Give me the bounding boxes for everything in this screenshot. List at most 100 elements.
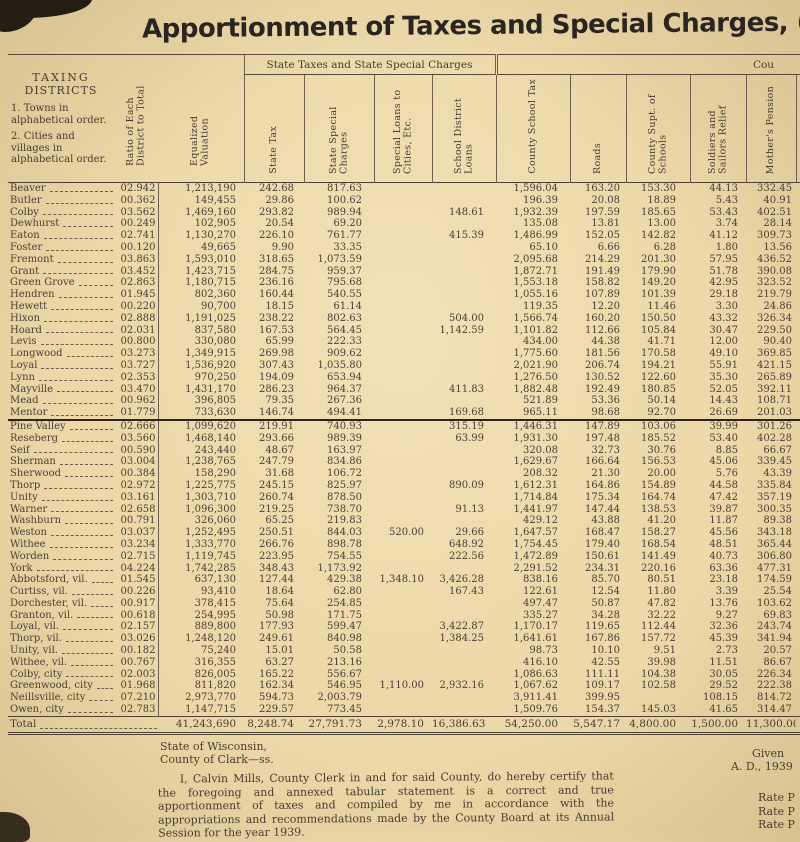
state-tax-cell: 293.66 [259, 432, 294, 444]
school-district-loans-cell [432, 195, 496, 207]
state-special-charges-cell: 254.85 [327, 597, 362, 609]
column-header-school-district-loans: School District Loans [431, 74, 497, 183]
table-row: Fremont 03.863 1,593,010 318.65 1,073.59 2,09… [8, 253, 800, 266]
soldiers-and-sailors-relief-cell: 42.95 [709, 277, 739, 289]
county-supt-of-schools-cell: 141.49 [641, 550, 677, 562]
mothers-pension-cell: 201.03 [746, 407, 797, 421]
district-name-cell: Warner [8, 504, 114, 516]
school-district-loans-cell: 29.66 [455, 527, 485, 539]
district-name-cell: Grant [8, 266, 114, 278]
page-title: Apportionment of Taxes and Special Charg… [141, 7, 800, 45]
special-loans-to-cities-cell [374, 704, 432, 716]
table-row: Abbotsford, vil. 01.545 637,130 127.44 429.3… [8, 574, 800, 587]
district-name: Colby [10, 206, 39, 218]
district-name-cell: Mentor [8, 407, 114, 421]
clipped-cell [796, 218, 800, 230]
county-supt-of-schools-cell: 92.70 [626, 407, 691, 421]
state-special-charges-cell: 222.33 [327, 336, 362, 348]
ratio-cell: 02.972 [114, 479, 159, 492]
dash-leader [33, 452, 113, 454]
dash-leader [66, 355, 113, 357]
mothers-pension-cell: 265.89 [757, 371, 793, 383]
district-name-cell: Beaver [8, 183, 114, 195]
soldiers-and-sailors-relief-cell: 9.27 [715, 609, 739, 621]
table-row: York 04.224 1,742,285 348.43 1,173.92 2,291.5… [8, 562, 800, 575]
clipped-cell [796, 598, 800, 610]
district-name-cell: Greenwood, city [8, 680, 114, 692]
clipped-cell [796, 515, 800, 527]
ratio-cell: 00.618 [114, 609, 159, 622]
county-school-tax-cell: 1,086.63 [513, 668, 559, 680]
county-school-tax-cell: 1,446.31 [513, 420, 559, 432]
special-loans-to-cities-cell [374, 372, 432, 384]
clipped-cell [796, 348, 800, 360]
roads-cell: 53.36 [591, 395, 621, 407]
state-special-charges-cell: 564.45 [327, 324, 362, 336]
equalized-valuation-cell: 75,240 [201, 645, 236, 657]
table-row: Sherman 03.004 1,238,765 247.79 834.86 1,629.… [8, 456, 800, 469]
county-school-tax-cell: 320.08 [523, 444, 559, 456]
state-special-charges-cell: 163.97 [327, 444, 362, 456]
column-header-special-loans-to-cities: Special Loans to Cities, Etc. [373, 74, 432, 183]
mothers-pension-cell: 103.62 [757, 597, 793, 609]
mothers-pension-cell: 357.19 [757, 491, 793, 503]
table-row: Warner 02.658 1,096,300 219.25 738.70 91.13 1,… [8, 503, 800, 516]
roads-cell: 107.89 [585, 289, 621, 301]
county-school-tax-cell: 2,291.52 [513, 562, 559, 574]
roads-cell: 197.59 [585, 206, 621, 218]
mothers-pension-cell: 332.45 [757, 183, 793, 194]
dash-leader [65, 475, 113, 477]
equalized-valuation-cell: 1,303,710 [185, 491, 236, 503]
mothers-pension-cell: 89.38 [763, 515, 793, 527]
dash-leader [51, 511, 113, 513]
county-school-tax-cell: 119.35 [523, 300, 559, 312]
taxing-header-note2: 2. Cities and villages in alphabetical o… [11, 131, 107, 166]
district-name: Neillsville, city [10, 692, 86, 704]
state-tax-cell: 65.25 [265, 515, 294, 527]
column-header-roads: Roads [569, 74, 627, 183]
ratio-cell: 03.273 [114, 348, 159, 360]
ratio-cell: 02.003 [114, 668, 159, 681]
state-tax-cell: 219.91 [259, 420, 294, 432]
equalized-valuation-cell: 1,333,770 [185, 538, 236, 550]
table-row: Loyal 03.727 1,536,920 307.43 1,035.80 2,021.… [8, 359, 800, 372]
district-name: Dorchester, vil. [10, 597, 88, 609]
dash-leader [42, 403, 113, 405]
soldiers-and-sailors-relief-cell: 30.05 [709, 668, 739, 680]
equalized-valuation-cell: 1,119,745 [185, 550, 236, 562]
table-row: Curtiss, vil. 00.226 93,410 18.64 62.80 167.4… [8, 586, 800, 598]
clipped-cell [796, 539, 800, 551]
ratio-cell: 00.362 [114, 194, 159, 207]
clipped-cell [796, 301, 800, 313]
special-loans-to-cities-cell [374, 551, 432, 563]
roads-cell: 6.66 [597, 241, 621, 253]
soldiers-and-sailors-relief-cell: 39.99 [709, 420, 739, 432]
clipped-cell [796, 407, 800, 421]
dash-leader [44, 320, 113, 322]
state-special-charges-cell: 909.62 [327, 348, 362, 360]
ratio-cell: 03.161 [114, 491, 159, 504]
equalized-valuation-cell: 826,005 [194, 668, 236, 680]
soldiers-and-sailors-relief-cell: 5.43 [715, 194, 739, 206]
state-special-charges-cell: 1,173.92 [317, 562, 362, 574]
county-supt-of-schools-cell: 201.30 [641, 253, 677, 265]
mothers-pension-cell: 477.31 [757, 562, 793, 574]
footer-date-line: A. D., 1939 [731, 760, 793, 773]
apportionment-table: TAXING DISTRICTS 1. Towns in alphabetica… [8, 54, 800, 735]
state-special-charges-cell: 754.55 [327, 550, 362, 562]
ratio-cell: 03.452 [114, 265, 159, 278]
group-header-state-taxes: State Taxes and State Special Charges [243, 54, 497, 75]
county-school-tax-cell: 1,441.97 [513, 503, 559, 515]
clipped-cell [796, 254, 800, 266]
soldiers-and-sailors-relief-cell: 29.18 [709, 289, 739, 301]
mothers-pension-cell: 343.18 [757, 527, 793, 539]
school-district-loans-cell [432, 336, 496, 348]
school-district-loans-cell: 504.00 [449, 312, 485, 324]
county-school-tax-cell: 54,250.00 [496, 715, 571, 735]
table-row: Colby, city 02.003 826,005 165.22 556.67 1,08… [8, 668, 800, 681]
ratio-cell: 00.791 [114, 515, 159, 528]
dash-leader [65, 523, 113, 525]
equalized-valuation-cell: 1,593,010 [185, 253, 236, 265]
group-header-county-partial: Cou [494, 54, 800, 75]
state-special-charges-cell: 795.68 [327, 277, 362, 289]
